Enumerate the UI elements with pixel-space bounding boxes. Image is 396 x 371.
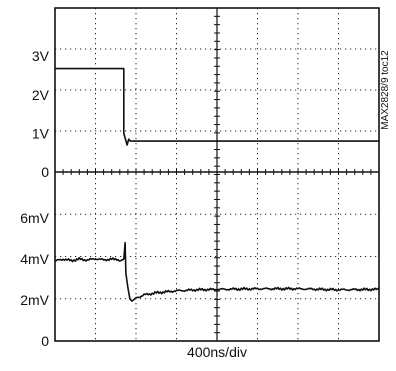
x-axis-label: 400ns/div (187, 344, 247, 360)
top-panel-tick-label: 0 (41, 164, 49, 180)
top-trace-line (55, 67, 379, 146)
bottom-panel-tick-label: 0 (41, 333, 49, 349)
top-panel-tick-label: 1V (32, 125, 50, 141)
grid-layer (55, 8, 379, 341)
bottom-panel-tick-label: 6mV (20, 210, 49, 226)
top-panel-tick-label: 2V (32, 87, 50, 103)
bottom-panel-tick-label: 4mV (20, 251, 49, 267)
side-caption: MAX2828/9 toc12 (380, 50, 391, 130)
label-layer: 3V 2V 1V 0 6mV 4mV 2mV 0 (20, 48, 49, 349)
trace-layer (54, 67, 380, 302)
bottom-trace-line (54, 241, 380, 302)
top-panel-tick-label: 3V (32, 48, 50, 64)
bottom-panel-tick-label: 2mV (20, 292, 49, 308)
